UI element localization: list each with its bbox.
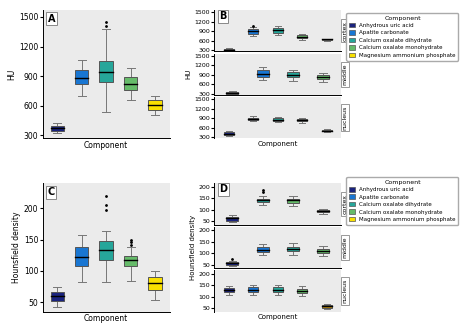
Bar xyxy=(322,305,331,308)
Y-axis label: Hounsfield density: Hounsfield density xyxy=(190,215,195,280)
Bar xyxy=(297,35,307,39)
Text: middle: middle xyxy=(343,237,347,258)
Bar xyxy=(273,287,283,292)
Bar xyxy=(317,75,329,79)
Bar xyxy=(322,130,331,131)
Bar xyxy=(100,241,113,260)
Bar xyxy=(148,277,162,290)
Bar xyxy=(322,39,331,40)
Bar xyxy=(51,126,64,131)
Bar xyxy=(287,247,299,251)
Bar xyxy=(256,70,269,77)
Bar xyxy=(297,119,307,122)
Bar xyxy=(256,199,269,202)
X-axis label: Component: Component xyxy=(84,141,128,150)
Bar xyxy=(317,210,329,212)
Y-axis label: Hounsfield density: Hounsfield density xyxy=(12,212,21,283)
Legend: Anhydrous uric acid, Apatite carbonate, Calcium oxalate dihydrate, Calcium oxala: Anhydrous uric acid, Apatite carbonate, … xyxy=(346,177,458,225)
Bar xyxy=(317,249,329,253)
Bar xyxy=(75,247,89,266)
Text: D: D xyxy=(219,185,228,195)
Bar xyxy=(100,61,113,82)
Bar xyxy=(297,288,307,293)
Text: cortex: cortex xyxy=(343,194,347,214)
Bar xyxy=(75,70,89,84)
Bar xyxy=(248,29,258,34)
Bar xyxy=(287,199,299,203)
Bar xyxy=(224,132,234,135)
Bar xyxy=(273,28,283,32)
Bar xyxy=(224,288,234,292)
Bar xyxy=(224,49,234,51)
Bar xyxy=(51,291,64,301)
Bar xyxy=(124,256,137,266)
Y-axis label: HU: HU xyxy=(7,69,16,80)
Bar xyxy=(226,92,238,94)
Bar xyxy=(248,287,258,292)
X-axis label: Component: Component xyxy=(257,314,298,320)
Bar xyxy=(226,262,238,265)
Text: A: A xyxy=(48,14,55,24)
Bar xyxy=(226,217,238,221)
Text: nucleus: nucleus xyxy=(343,279,347,303)
Bar xyxy=(287,72,299,77)
Text: cortex: cortex xyxy=(343,21,347,41)
Text: B: B xyxy=(219,11,227,21)
Bar xyxy=(248,118,258,120)
Text: middle: middle xyxy=(343,63,347,85)
X-axis label: Component: Component xyxy=(84,314,128,323)
Bar xyxy=(148,100,162,110)
Y-axis label: HU: HU xyxy=(186,69,191,79)
Text: nucleus: nucleus xyxy=(343,106,347,130)
X-axis label: Component: Component xyxy=(257,141,298,147)
Text: C: C xyxy=(48,187,55,197)
Bar xyxy=(124,77,137,90)
Legend: Anhydrous uric acid, Apatite carbonate, Calcium oxalate dihydrate, Calcium oxala: Anhydrous uric acid, Apatite carbonate, … xyxy=(346,13,458,61)
Bar xyxy=(273,118,283,121)
Bar xyxy=(256,248,269,252)
